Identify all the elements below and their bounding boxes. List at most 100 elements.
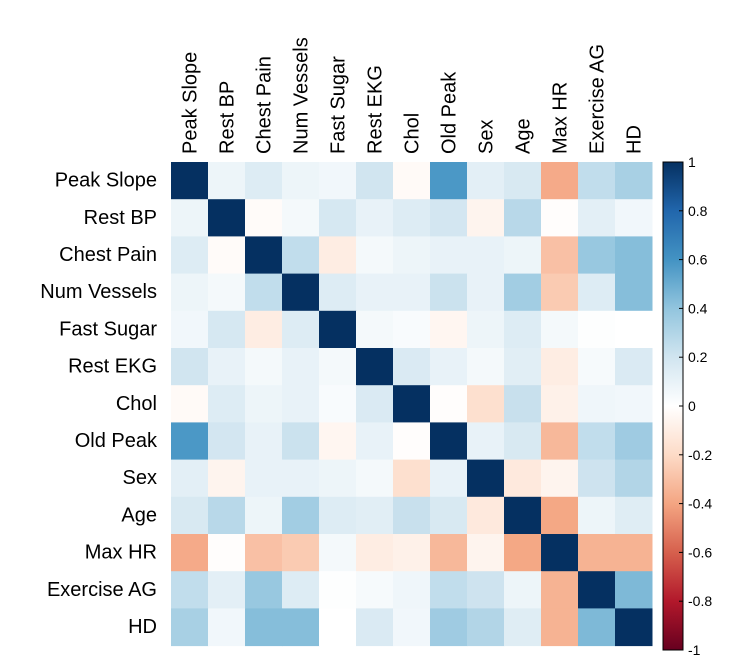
cell-age-fast-sugar — [319, 496, 357, 535]
cell-num-vessels-exercise-ag — [578, 273, 616, 312]
cell-peak-slope-exercise-ag — [578, 162, 616, 200]
cell-max-hr-age — [504, 534, 542, 572]
cell-fast-sugar-chest-pain — [245, 310, 283, 349]
cell-rest-ekg-num-vessels — [282, 348, 320, 386]
cell-fast-sugar-chol — [393, 310, 431, 349]
color-tick-label: 0.2 — [688, 349, 708, 365]
cell-age-exercise-ag — [578, 496, 616, 535]
row-label-peak-slope: Peak Slope — [55, 170, 157, 192]
cell-exercise-ag-fast-sugar — [319, 571, 357, 609]
cell-old-peak-fast-sugar — [319, 422, 357, 461]
cell-age-chol — [393, 496, 431, 535]
cell-exercise-ag-rest-ekg — [356, 571, 394, 609]
cell-exercise-ag-max-hr — [541, 571, 579, 609]
cell-exercise-ag-num-vessels — [282, 571, 320, 609]
cell-num-vessels-age — [504, 273, 542, 312]
cell-rest-bp-max-hr — [541, 199, 579, 237]
cell-hd-num-vessels — [282, 608, 320, 647]
cell-rest-ekg-max-hr — [541, 348, 579, 386]
col-label-max-hr: Max HR — [550, 82, 572, 154]
cell-peak-slope-age — [504, 162, 542, 200]
color-tick-label: -0.6 — [688, 544, 712, 560]
cell-fast-sugar-exercise-ag — [578, 310, 616, 349]
cell-fast-sugar-rest-bp — [208, 310, 246, 349]
cell-rest-bp-old-peak — [430, 199, 468, 237]
cell-hd-old-peak — [430, 608, 468, 647]
cell-chest-pain-max-hr — [541, 236, 579, 275]
cell-sex-num-vessels — [282, 459, 320, 498]
cell-old-peak-exercise-ag — [578, 422, 616, 461]
cell-sex-exercise-ag — [578, 459, 616, 498]
col-label-peak-slope: Peak Slope — [180, 52, 202, 154]
row-label-max-hr: Max HR — [85, 542, 157, 564]
cell-chol-sex — [467, 385, 505, 423]
cell-age-chest-pain — [245, 496, 283, 535]
cell-old-peak-num-vessels — [282, 422, 320, 461]
row-label-rest-ekg: Rest EKG — [68, 356, 157, 378]
cell-max-hr-max-hr — [541, 534, 579, 572]
cell-age-old-peak — [430, 496, 468, 535]
cell-sex-chest-pain — [245, 459, 283, 498]
cell-num-vessels-rest-ekg — [356, 273, 394, 312]
cell-rest-bp-chol — [393, 199, 431, 237]
cell-chol-peak-slope — [171, 385, 209, 423]
cell-age-peak-slope — [171, 496, 209, 535]
cell-exercise-ag-exercise-ag — [578, 571, 616, 609]
cell-old-peak-hd — [615, 422, 653, 461]
col-label-sex: Sex — [476, 120, 498, 154]
cell-age-max-hr — [541, 496, 579, 535]
cell-fast-sugar-peak-slope — [171, 310, 209, 349]
row-label-exercise-ag: Exercise AG — [47, 579, 157, 601]
row-label-fast-sugar: Fast Sugar — [59, 318, 157, 340]
row-labels: Peak Slope Rest BP Chest Pain Num Vessels Fa… — [40, 170, 158, 638]
row-label-sex: Sex — [123, 467, 157, 489]
color-tick-label: 1 — [688, 154, 696, 170]
cell-peak-slope-num-vessels — [282, 162, 320, 200]
cell-num-vessels-old-peak — [430, 273, 468, 312]
col-label-rest-ekg: Rest EKG — [365, 65, 387, 154]
cell-exercise-ag-chol — [393, 571, 431, 609]
cell-max-hr-chol — [393, 534, 431, 572]
cell-chol-age — [504, 385, 542, 423]
cell-exercise-ag-age — [504, 571, 542, 609]
row-label-rest-bp: Rest BP — [84, 207, 157, 229]
cell-rest-ekg-peak-slope — [171, 348, 209, 386]
cell-hd-exercise-ag — [578, 608, 616, 647]
cell-chol-max-hr — [541, 385, 579, 423]
color-tick-label: -0.8 — [688, 593, 712, 609]
cell-rest-bp-rest-ekg — [356, 199, 394, 237]
cell-sex-old-peak — [430, 459, 468, 498]
col-label-hd: HD — [624, 125, 646, 154]
cell-peak-slope-max-hr — [541, 162, 579, 200]
cell-rest-ekg-rest-bp — [208, 348, 246, 386]
cell-num-vessels-chol — [393, 273, 431, 312]
column-labels: Peak Slope Rest BP Chest Pain Num Vessels Fa… — [180, 37, 646, 154]
cell-fast-sugar-fast-sugar — [319, 310, 357, 349]
cell-hd-max-hr — [541, 608, 579, 647]
cell-fast-sugar-old-peak — [430, 310, 468, 349]
cell-chest-pain-chol — [393, 236, 431, 275]
cell-num-vessels-rest-bp — [208, 273, 246, 312]
cell-sex-rest-ekg — [356, 459, 394, 498]
color-tick-label: -0.4 — [688, 496, 712, 512]
cell-num-vessels-num-vessels — [282, 273, 320, 312]
cell-max-hr-rest-bp — [208, 534, 246, 572]
cell-hd-chest-pain — [245, 608, 283, 647]
col-label-num-vessels: Num Vessels — [291, 37, 313, 154]
cell-num-vessels-max-hr — [541, 273, 579, 312]
cell-hd-sex — [467, 608, 505, 647]
color-tick-label: 0 — [688, 398, 696, 414]
cell-rest-bp-chest-pain — [245, 199, 283, 237]
cell-chol-num-vessels — [282, 385, 320, 423]
cell-num-vessels-fast-sugar — [319, 273, 357, 312]
cell-age-sex — [467, 496, 505, 535]
cell-peak-slope-chest-pain — [245, 162, 283, 200]
cell-rest-bp-peak-slope — [171, 199, 209, 237]
cell-sex-fast-sugar — [319, 459, 357, 498]
cell-max-hr-exercise-ag — [578, 534, 616, 572]
cell-chol-hd — [615, 385, 653, 423]
cell-chol-chol — [393, 385, 431, 423]
cell-chest-pain-exercise-ag — [578, 236, 616, 275]
cell-rest-ekg-fast-sugar — [319, 348, 357, 386]
cell-exercise-ag-chest-pain — [245, 571, 283, 609]
